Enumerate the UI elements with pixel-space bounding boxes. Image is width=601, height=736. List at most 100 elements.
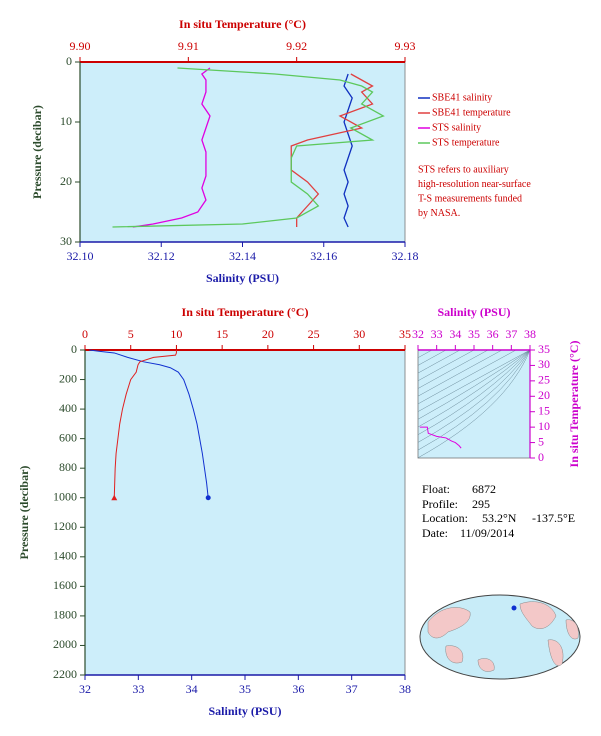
isopycnal xyxy=(417,349,531,459)
map-land xyxy=(565,619,579,640)
isopycnal xyxy=(417,349,531,412)
x-axis-title: Salinity (PSU) xyxy=(206,271,279,285)
x-tick-label: 32.10 xyxy=(67,249,94,263)
isopycnal xyxy=(417,349,517,405)
end-marker xyxy=(205,495,211,501)
x2-tick-label: 30 xyxy=(353,327,365,341)
info-value: 11/09/2014 xyxy=(460,526,514,540)
y-tick-label: 0 xyxy=(66,54,72,68)
profile-line xyxy=(343,73,353,228)
info-value: 295 xyxy=(472,497,490,511)
x2-axis-title: In situ Temperature (°C) xyxy=(182,305,309,319)
plot-area xyxy=(79,61,406,243)
y-tick-label: 200 xyxy=(59,371,77,385)
isopycnal xyxy=(417,349,531,435)
y-tick-label: 30 xyxy=(538,357,550,371)
y-tick-label: 2200 xyxy=(53,667,77,681)
annotation: STS refers to auxiliary xyxy=(418,164,509,175)
x2-tick-label: 35 xyxy=(399,327,411,341)
x-tick-label: 32.12 xyxy=(148,249,175,263)
x2-tick-label: 9.92 xyxy=(286,39,307,53)
y-axis-title: In situ Temperature (°C) xyxy=(567,341,581,468)
legend-label: STS salinity xyxy=(432,122,481,133)
world-map xyxy=(419,594,581,680)
map-ocean xyxy=(419,594,581,680)
annotation: by NASA. xyxy=(418,208,460,219)
x-tick-label: 32 xyxy=(79,682,91,696)
profile-line xyxy=(89,349,209,498)
y-tick-label: 20 xyxy=(60,174,72,188)
x2-tick-label: 10 xyxy=(170,327,182,341)
y-tick-label: 1400 xyxy=(53,549,77,563)
float-location xyxy=(511,605,517,611)
x2-tick-label: 0 xyxy=(82,327,88,341)
y-tick-label: 10 xyxy=(538,419,550,433)
x-tick-label: 33 xyxy=(132,682,144,696)
info-label: Float: xyxy=(422,482,450,496)
plot-area xyxy=(417,349,531,459)
y-tick-label: 0 xyxy=(71,342,77,356)
x2-tick-label: 9.93 xyxy=(395,39,416,53)
y-tick-label: 400 xyxy=(59,401,77,415)
info-value: 6872 xyxy=(472,482,496,496)
legend-label: STS temperature xyxy=(432,137,500,148)
x-tick-label: 38 xyxy=(399,682,411,696)
isopycnal xyxy=(417,349,475,382)
y-tick-label: 1600 xyxy=(53,578,77,592)
isopycnal xyxy=(417,349,503,397)
y-tick-label: 0 xyxy=(538,450,544,464)
info-value: 53.2°N xyxy=(482,511,517,525)
x-tick-label: 36 xyxy=(487,327,499,341)
isopycnal xyxy=(417,349,531,443)
x2-tick-label: 9.90 xyxy=(70,39,91,53)
isopycnal xyxy=(417,349,531,420)
y-tick-label: 25 xyxy=(538,373,550,387)
legend-label: SBE41 salinity xyxy=(432,92,492,103)
x-tick-label: 35 xyxy=(239,682,251,696)
profile-line xyxy=(132,67,211,228)
isopycnal xyxy=(417,349,531,451)
info-label: Location: xyxy=(422,511,468,525)
chart: 32.10 32.12 32.14 32.16 32.18 Salinity (PSU) 9… xyxy=(30,17,532,285)
x2-tick-label: 15 xyxy=(216,327,228,341)
map-land xyxy=(477,658,495,672)
isopycnal xyxy=(417,349,531,428)
map-land xyxy=(427,607,471,639)
y-axis-title: Pressure (decibar) xyxy=(30,105,44,199)
plot-area xyxy=(84,349,406,676)
float-info: Float: 6872 Profile: 295 Location: 53.2°… xyxy=(422,482,575,540)
x-tick-label: 38 xyxy=(524,327,536,341)
y-tick-label: 1000 xyxy=(53,489,77,503)
profile-line xyxy=(112,67,385,228)
info-label: Date: xyxy=(422,526,448,540)
y-tick-label: 30 xyxy=(60,234,72,248)
y-tick-label: 10 xyxy=(60,114,72,128)
x-tick-label: 33 xyxy=(431,327,443,341)
map-land xyxy=(445,645,464,664)
x-tick-label: 32.16 xyxy=(310,249,337,263)
profile-line xyxy=(113,350,177,498)
y-tick-label: 1200 xyxy=(53,519,77,533)
chart: 32 33 34 35 36 37 38 Salinity (PSU) 0 5 10 15 20 25 30… xyxy=(17,305,411,718)
annotation: high-resolution near-surface xyxy=(418,179,531,190)
x-tick-label: 35 xyxy=(468,327,480,341)
x2-axis-title: In situ Temperature (°C) xyxy=(179,17,306,31)
legend-label: SBE41 temperature xyxy=(432,107,511,118)
x2-tick-label: 9.91 xyxy=(178,39,199,53)
x-tick-label: 32 xyxy=(412,327,424,341)
x-tick-label: 34 xyxy=(186,682,198,696)
x-axis-title: Salinity (PSU) xyxy=(208,704,281,718)
y-axis-title: Pressure (decibar) xyxy=(17,466,31,560)
x2-tick-label: 5 xyxy=(128,327,134,341)
isopycnal xyxy=(417,349,461,374)
x-tick-label: 32.14 xyxy=(229,249,256,263)
annotation: T-S measurements funded xyxy=(418,193,522,204)
y-tick-label: 800 xyxy=(59,460,77,474)
isopycnal xyxy=(417,349,447,366)
y-tick-label: 5 xyxy=(538,434,544,448)
y-tick-label: 600 xyxy=(59,430,77,444)
map-land xyxy=(547,639,564,666)
y-tick-label: 2000 xyxy=(53,637,77,651)
